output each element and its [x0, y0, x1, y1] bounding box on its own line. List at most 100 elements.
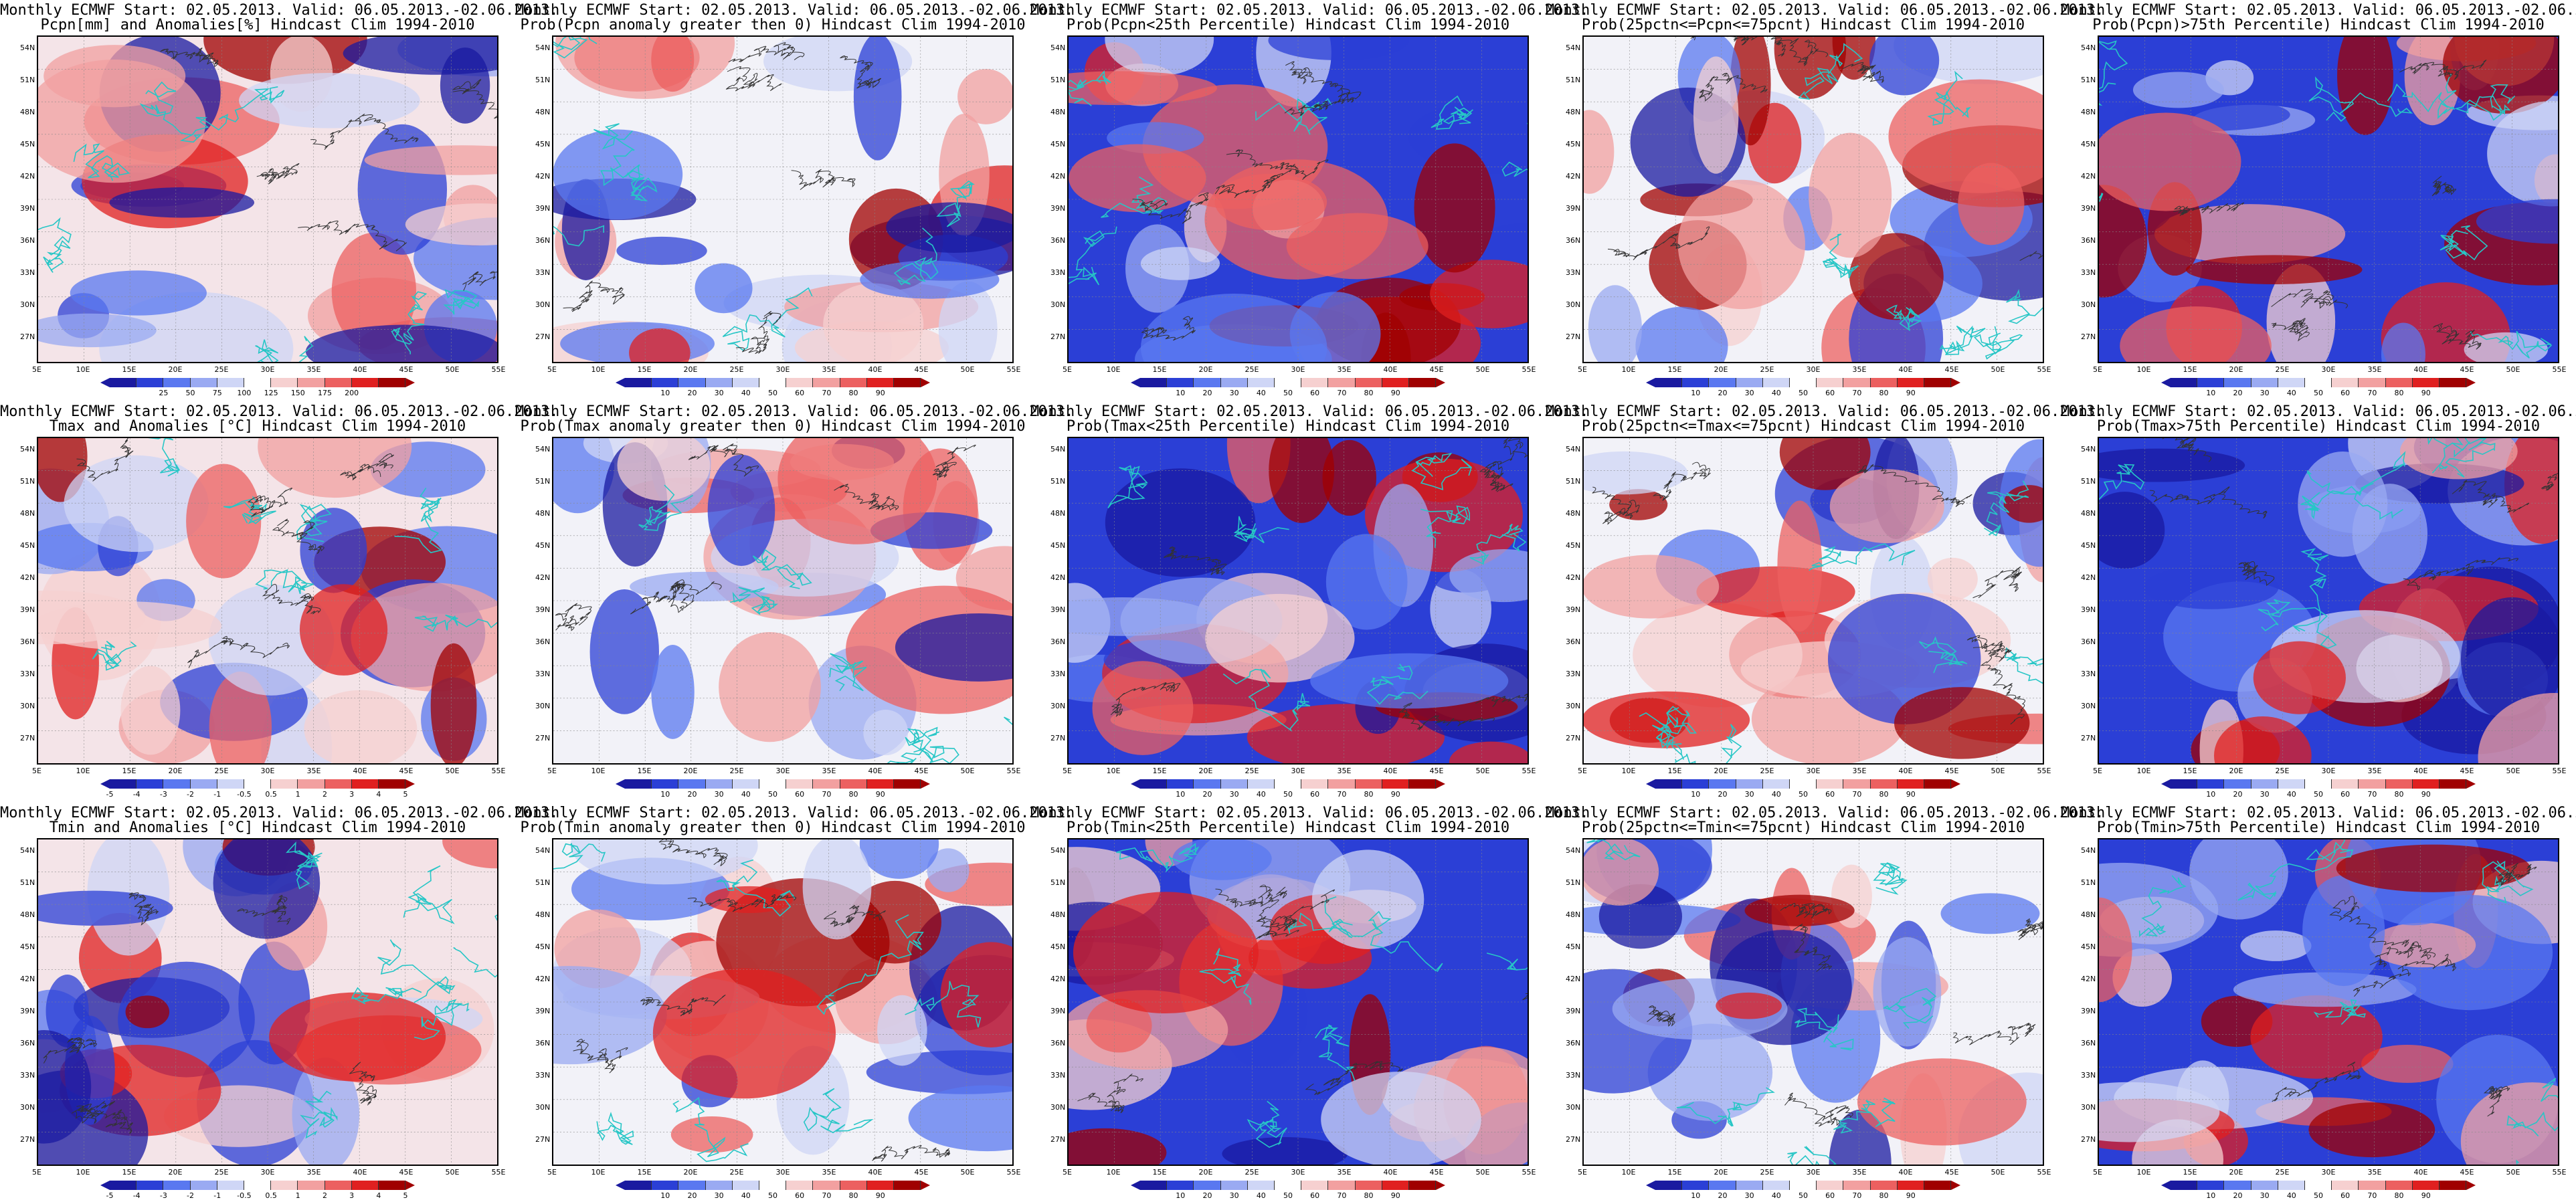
colorbar-tick-label: -2: [187, 790, 195, 799]
latitude-label: 45N: [1050, 541, 1066, 550]
colorbar-tick-label: 50: [1283, 1191, 1293, 1200]
longitude-label: 20E: [2229, 365, 2243, 374]
longitude-label: 35E: [822, 365, 836, 374]
map-panel: Monthly ECMWF Start: 02.05.2013. Valid: …: [2061, 803, 2576, 1204]
panel-title-line2: Prob(Tmin anomaly greater then 0) Hindca…: [520, 819, 1026, 836]
colorbar-tick-label: 10: [1691, 790, 1701, 799]
colorbar-tick-label: 50: [1799, 1191, 1808, 1200]
colorbar-tick-label: 50: [1799, 389, 1808, 397]
latitude-label: 48N: [1050, 108, 1066, 116]
colorbar-tick-label: 60: [1825, 790, 1835, 799]
colorbar-segment: [2332, 779, 2359, 789]
longitude-label: 10E: [2136, 365, 2151, 374]
latitude-label: 42N: [1050, 975, 1066, 983]
colorbar-tick-label: 60: [1310, 389, 1320, 397]
longitude-label: 45E: [2460, 767, 2474, 775]
colorbar-segment: [2171, 779, 2198, 789]
colorbar-segment: [110, 1181, 137, 1190]
latitude-label: 39N: [20, 1007, 35, 1015]
panel-title-line2: Tmax and Anomalies [°C] Hindcast Clim 19…: [49, 418, 466, 435]
latitude-label: 54N: [535, 43, 551, 52]
panel-title-line1: Monthly ECMWF Start: 02.05.2013. Valid: …: [1030, 403, 1589, 420]
longitude-label: 15E: [2183, 1168, 2197, 1177]
colorbar-labels: -5 -4 -3 -2 -1 -0.5 0.5 1 2 3 4 5: [100, 790, 415, 799]
latitude-label: 27N: [1050, 332, 1066, 341]
colorbar-segment: [866, 779, 894, 789]
longitude-label: 10E: [76, 1168, 90, 1177]
latitude-label: 45N: [20, 140, 35, 148]
colorbar-segment: [271, 1181, 298, 1190]
longitude-label: 5E: [547, 1168, 557, 1177]
forecast-map: [37, 437, 498, 765]
colorbar-tick-label: 30: [1229, 1191, 1239, 1200]
longitude-label: 45E: [399, 365, 413, 374]
colorbar-tick-label: 90: [1906, 1191, 1916, 1200]
colorbar-tick-label: 75: [212, 389, 222, 397]
map-panel: Monthly ECMWF Start: 02.05.2013. Valid: …: [2061, 0, 2576, 401]
longitude-label: 35E: [1852, 767, 1867, 775]
colorbar-segment: [1328, 378, 1356, 387]
colorbar-tick-label: 3: [349, 1191, 355, 1200]
longitude-label: 5E: [547, 767, 557, 775]
colorbar-labels: 10 20 30 40 50 60 70 80 90: [1646, 790, 1960, 799]
forecast-map: [2098, 838, 2559, 1166]
colorbar-segment: [1140, 779, 1168, 789]
colorbar-segment: [1762, 1181, 1790, 1190]
panel-title-line2: Prob(Tmin<25th Percentile) Hindcast Clim…: [1066, 819, 1510, 836]
latitude-label: 27N: [20, 1135, 35, 1144]
colorbar-tick-label: 50: [2314, 1191, 2323, 1200]
colorbar-segment: [1382, 378, 1409, 387]
colorbar-segment: [1655, 779, 1683, 789]
colorbar-tick-label: 30: [2260, 1191, 2270, 1200]
longitude-label: 15E: [637, 1168, 652, 1177]
longitude-label: 5E: [1578, 767, 1587, 775]
panel-title-line1: Monthly ECMWF Start: 02.05.2013. Valid: …: [1546, 805, 2104, 821]
longitude-label: 40E: [353, 1168, 367, 1177]
colorbar-segment: [2359, 1181, 2386, 1190]
longitude-label: 50E: [2506, 1168, 2520, 1177]
colorbar-segment: [1897, 779, 1924, 789]
longitude-label: 40E: [1383, 1168, 1398, 1177]
longitude-label: 50E: [960, 1168, 975, 1177]
colorbar-labels: 10 20 30 40 50 60 70 80 90: [1646, 389, 1960, 397]
colorbar-tick-label: 50: [2314, 790, 2323, 799]
colorbar-tick-label: 10: [1691, 1191, 1701, 1200]
longitude-label: 55E: [2552, 1168, 2567, 1177]
colorbar-tick-label: 5: [403, 790, 408, 799]
latitude-label: 42N: [535, 573, 551, 582]
latitude-label: 33N: [1566, 670, 1581, 678]
map-panel: Monthly ECMWF Start: 02.05.2013. Valid: …: [515, 401, 1073, 803]
longitude-label: 20E: [1198, 1168, 1213, 1177]
latitude-label: 48N: [2081, 108, 2096, 116]
latitude-label: 36N: [1050, 236, 1066, 245]
longitude-label: 30E: [1291, 365, 1305, 374]
colorbar-tick-label: 10: [1691, 389, 1701, 397]
colorbar-tick-label: 70: [2367, 790, 2377, 799]
colorbar-segment: [1301, 779, 1329, 789]
latitude-label: 51N: [2081, 76, 2096, 84]
colorbar-segment: [1709, 1181, 1736, 1190]
colorbar-segment: [2439, 1181, 2467, 1190]
latitude-label: 33N: [2081, 670, 2096, 678]
colorbar-tick-label: 10: [660, 790, 670, 799]
latitude-label: 33N: [20, 268, 35, 277]
map-panel: Monthly ECMWF Start: 02.05.2013. Valid: …: [0, 803, 558, 1204]
colorbar-segment: [1194, 1181, 1221, 1190]
colorbar-tick-label: 20: [1202, 1191, 1212, 1200]
colorbar: [616, 779, 931, 789]
colorbar-tick-label: 70: [1852, 790, 1862, 799]
map-panel: Monthly ECMWF Start: 02.05.2013. Valid: …: [1546, 0, 2104, 401]
latitude-label: 42N: [20, 975, 35, 983]
panel-title-line1: Monthly ECMWF Start: 02.05.2013. Valid: …: [0, 2, 559, 19]
colorbar-segment: [786, 1181, 814, 1190]
longitude-label: 45E: [1429, 767, 1444, 775]
colorbar-segment: [813, 378, 840, 387]
longitude-label: 5E: [547, 365, 557, 374]
colorbar-tick-label: 20: [687, 790, 697, 799]
longitude-label: 50E: [1991, 1168, 2005, 1177]
colorbar-segment: [298, 779, 325, 789]
latitude-label: 39N: [1050, 204, 1066, 213]
latitude-label: 33N: [2081, 1071, 2096, 1080]
colorbar-segment: [2171, 378, 2198, 387]
latitude-label: 36N: [535, 236, 551, 245]
